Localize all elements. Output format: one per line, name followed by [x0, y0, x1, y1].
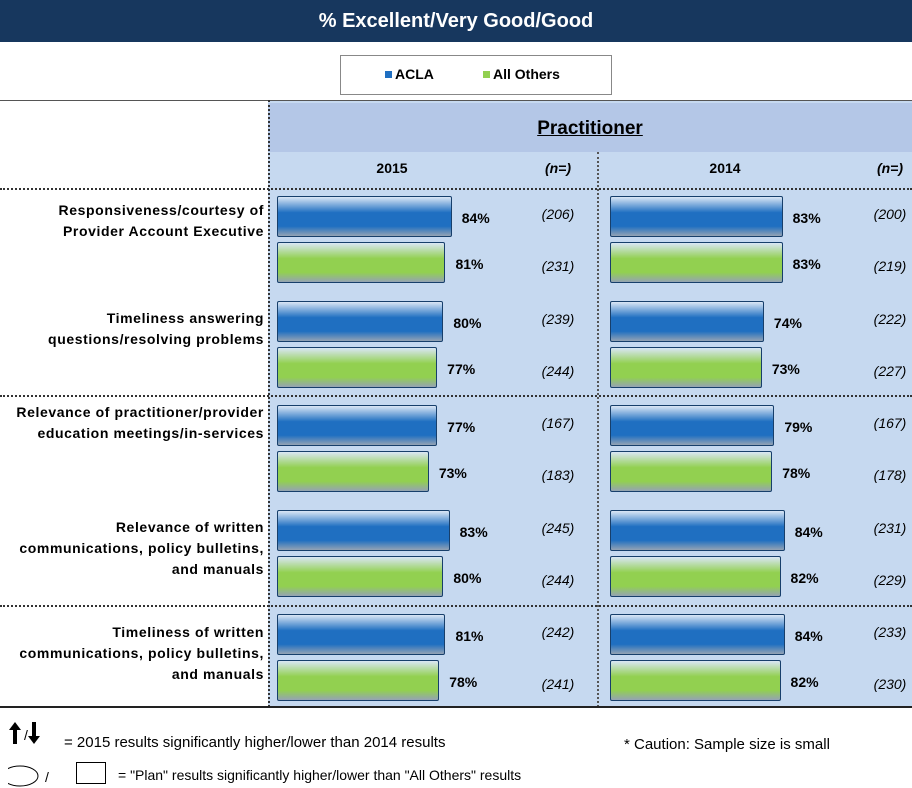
value-label: 82%	[790, 569, 819, 586]
category-label: Relevance of written communications, pol…	[19, 519, 264, 577]
value-label: 78%	[449, 674, 478, 690]
separator	[0, 100, 912, 101]
category-label: Timeliness answering questions/resolving…	[48, 310, 264, 347]
value-label: 83%	[792, 256, 821, 272]
footnote-icon	[76, 762, 106, 784]
bar	[277, 555, 444, 597]
n-label: (219)	[873, 258, 907, 274]
value-label: 83%	[792, 210, 821, 226]
separator	[0, 395, 912, 397]
value-label: 77%	[447, 419, 476, 435]
footnote-icons: / /	[8, 722, 49, 787]
separator	[597, 152, 599, 707]
n-label: (244)	[541, 362, 575, 379]
chart-title: % Excellent/Very Good/Good	[0, 0, 912, 42]
group-title: Practitioner	[268, 103, 912, 152]
n-label: (229)	[873, 571, 907, 588]
value-label: 84%	[794, 628, 823, 644]
n-label: (206)	[541, 206, 575, 222]
n-header: (n=)	[544, 160, 572, 176]
n-label: (167)	[873, 415, 907, 431]
bar	[277, 300, 444, 342]
n-header: (n=)	[876, 160, 904, 176]
n-label: (242)	[541, 624, 575, 640]
value-label: 77%	[447, 360, 476, 377]
value-label: 74%	[773, 314, 802, 331]
n-label: (222)	[873, 310, 907, 327]
separator	[268, 100, 270, 707]
svg-text:/: /	[45, 769, 49, 785]
svg-text:/: /	[24, 727, 28, 743]
bar	[610, 451, 773, 492]
category-label: Timeliness of written communications, po…	[19, 624, 264, 682]
legend-swatch	[483, 71, 490, 78]
footnote: = 2015 results significantly higher/lowe…	[64, 734, 446, 751]
n-label: (230)	[873, 676, 907, 692]
n-label: (183)	[541, 467, 575, 483]
bar	[277, 346, 438, 388]
bar	[610, 405, 775, 446]
legend-swatch	[385, 71, 392, 78]
n-label: (200)	[873, 206, 907, 222]
n-label: (231)	[873, 519, 907, 536]
bar	[277, 660, 440, 701]
bar	[610, 346, 762, 388]
bar	[610, 660, 781, 701]
value-label: 84%	[461, 210, 490, 226]
value-label: 78%	[782, 465, 811, 481]
category-label: Relevance of practitioner/provider educa…	[16, 404, 264, 441]
category-label: Responsiveness/courtesy of Provider Acco…	[58, 202, 264, 239]
bar	[277, 405, 438, 446]
value-label: 73%	[438, 465, 467, 481]
n-label: (233)	[873, 624, 907, 640]
value-label: 81%	[455, 628, 484, 644]
value-label: 80%	[453, 569, 482, 586]
n-label: (241)	[541, 676, 575, 692]
bar	[277, 451, 429, 492]
n-label: (227)	[873, 362, 907, 379]
value-label: 84%	[794, 523, 823, 540]
legend: ACLA All Others	[340, 55, 612, 95]
bar	[277, 509, 450, 551]
separator	[0, 706, 912, 708]
panel-header: 2015	[376, 160, 408, 176]
bar	[610, 242, 783, 283]
bar	[610, 555, 781, 597]
legend-label: ACLA	[395, 66, 434, 82]
value-label: 73%	[771, 360, 800, 377]
n-label: (178)	[873, 467, 907, 483]
bar	[610, 196, 783, 237]
bar	[277, 242, 446, 283]
separator	[0, 188, 912, 190]
n-label: (231)	[541, 258, 575, 274]
n-label: (244)	[541, 571, 575, 588]
bar	[277, 196, 452, 237]
bar	[610, 614, 785, 655]
value-label: 80%	[453, 314, 482, 331]
footnote: * Caution: Sample size is small	[624, 736, 830, 753]
value-label: 81%	[455, 256, 484, 272]
n-label: (245)	[541, 519, 575, 536]
n-label: (167)	[541, 415, 575, 431]
footnote: = "Plan" results significantly higher/lo…	[118, 767, 522, 783]
value-label: 82%	[790, 674, 819, 690]
separator	[0, 605, 912, 607]
value-label: 79%	[784, 419, 813, 435]
bar	[277, 614, 446, 655]
legend-label: All Others	[493, 66, 560, 82]
value-label: 83%	[459, 523, 488, 540]
n-label: (239)	[541, 310, 575, 327]
bar	[610, 509, 785, 551]
panel-header: 2014	[709, 160, 741, 176]
bar	[610, 300, 764, 342]
